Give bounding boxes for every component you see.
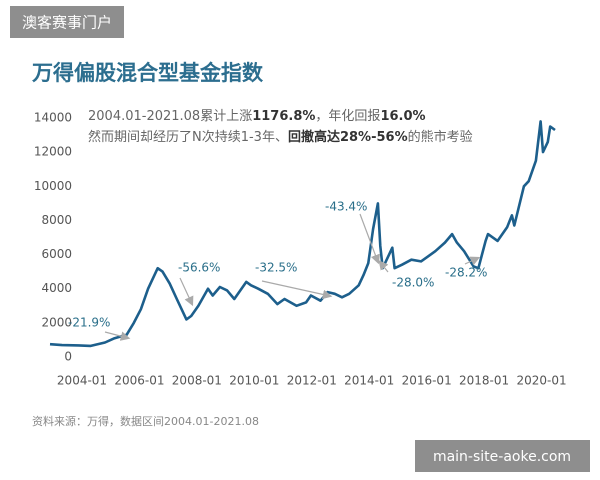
annotation-arrow xyxy=(104,331,131,341)
y-tick-label: 4000 xyxy=(41,281,72,295)
x-tick-label: 2010-01 xyxy=(229,374,279,388)
source: 资料来源：万得，数据区间2004.01-2021.08 xyxy=(32,414,259,428)
subtitle-part: 16.0% xyxy=(380,109,425,124)
subtitle-part: ，年化回报 xyxy=(315,109,380,124)
subtitle-part: 2004.01-2021.08累计上涨 xyxy=(88,109,252,124)
subtitle-part: 回撤高达28%-56% xyxy=(288,129,408,145)
x-tick-label: 2014-01 xyxy=(344,374,394,388)
annotation: -56.6% xyxy=(178,261,220,275)
y-tick-label: 12000 xyxy=(34,145,72,159)
x-tick-label: 2012-01 xyxy=(287,374,337,388)
subtitle: 然而期间却经历了N次持续1-3年、回撤高达28%-56%的熊市考验 xyxy=(88,129,473,145)
annotation: -21.9% xyxy=(68,316,110,330)
annotation: -28.0% xyxy=(392,276,434,290)
annotation-arrow xyxy=(179,277,194,307)
annotation-arrow xyxy=(359,213,380,265)
line xyxy=(49,120,556,348)
y-tick-label: 0 xyxy=(64,350,72,364)
watermark: 澳客赛事门户 xyxy=(22,14,112,32)
y-tick-label: 10000 xyxy=(34,179,72,193)
x-tick-label: 2006-01 xyxy=(114,374,164,388)
x-tick-label: 2016-01 xyxy=(402,374,452,388)
x-tick-label: 2004-01 xyxy=(57,374,107,388)
annotation: -32.5% xyxy=(255,261,297,275)
x-tick-label: 2020-01 xyxy=(516,374,566,388)
y-tick-label: 6000 xyxy=(41,247,72,261)
chart-title: 万得偏股混合型基金指数 xyxy=(31,61,264,85)
subtitle-part: 1176.8% xyxy=(252,109,315,124)
subtitle-part: 的熊市考验 xyxy=(408,129,473,145)
annotation: -43.4% xyxy=(325,200,367,214)
site-box xyxy=(415,440,590,472)
watermark-box xyxy=(10,6,124,38)
y-tick-label: 14000 xyxy=(34,111,72,125)
site: main-site-aoke.com xyxy=(433,449,571,465)
y-tick-label: 2000 xyxy=(41,315,72,329)
x-tick-label: 2018-01 xyxy=(459,374,509,388)
annotation-arrow xyxy=(464,256,481,266)
subtitle: 2004.01-2021.08累计上涨1176.8%，年化回报16.0% xyxy=(88,109,426,124)
x-tick-label: 2008-01 xyxy=(172,374,222,388)
annotation-arrow xyxy=(378,260,389,273)
annotation-arrow xyxy=(261,280,333,300)
subtitle-part: 然而期间却经历了N次持续1-3年、 xyxy=(88,129,288,145)
y-tick-label: 8000 xyxy=(41,213,72,227)
annotation: -28.2% xyxy=(445,266,487,280)
